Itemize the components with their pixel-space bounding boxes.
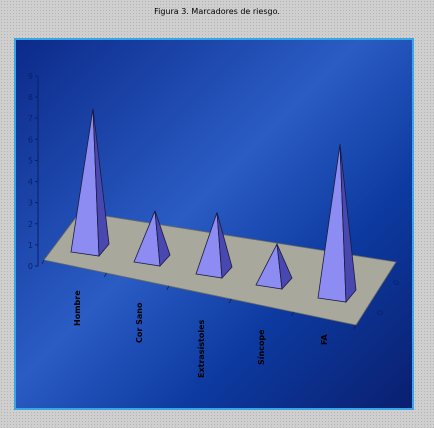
x-tick-mark <box>166 285 170 291</box>
x-category-label: Hombre <box>73 290 82 326</box>
y-tick-label: 6 <box>28 135 33 144</box>
y-tick-label: 2 <box>28 220 33 229</box>
depth-axis-label: 0 <box>375 309 385 317</box>
y-tick-label: 0 <box>28 262 33 271</box>
x-tick-mark <box>104 272 107 278</box>
pyramid-side-face <box>216 212 233 279</box>
y-tick-label: 1 <box>28 241 33 250</box>
y-tick-label: 3 <box>28 199 33 208</box>
x-tick-mark <box>353 324 357 330</box>
x-tick-mark <box>41 259 45 265</box>
pyramid-side-face <box>276 243 293 290</box>
x-tick-mark <box>228 298 232 304</box>
y-tick-label: 5 <box>28 156 33 165</box>
pyramid-side-face <box>154 210 171 267</box>
pyramid-side-face <box>92 108 110 258</box>
x-category-label: FA <box>320 333 329 345</box>
x-category-label: Extrasístoles <box>197 319 206 378</box>
y-tick-label: 9 <box>28 72 33 81</box>
y-tick-label: 8 <box>28 93 33 102</box>
y-tick-label: 4 <box>28 178 33 187</box>
figure-title: Figura 3. Marcadores de riesgo. <box>154 7 280 16</box>
x-category-label: Cor Sano <box>135 302 144 343</box>
y-tick-label: 7 <box>28 114 33 123</box>
pyramid-side-face <box>339 144 357 304</box>
x-tick-mark <box>291 311 294 317</box>
depth-axis-label: 0 <box>391 279 401 287</box>
x-category-label: Síncope <box>257 329 266 365</box>
